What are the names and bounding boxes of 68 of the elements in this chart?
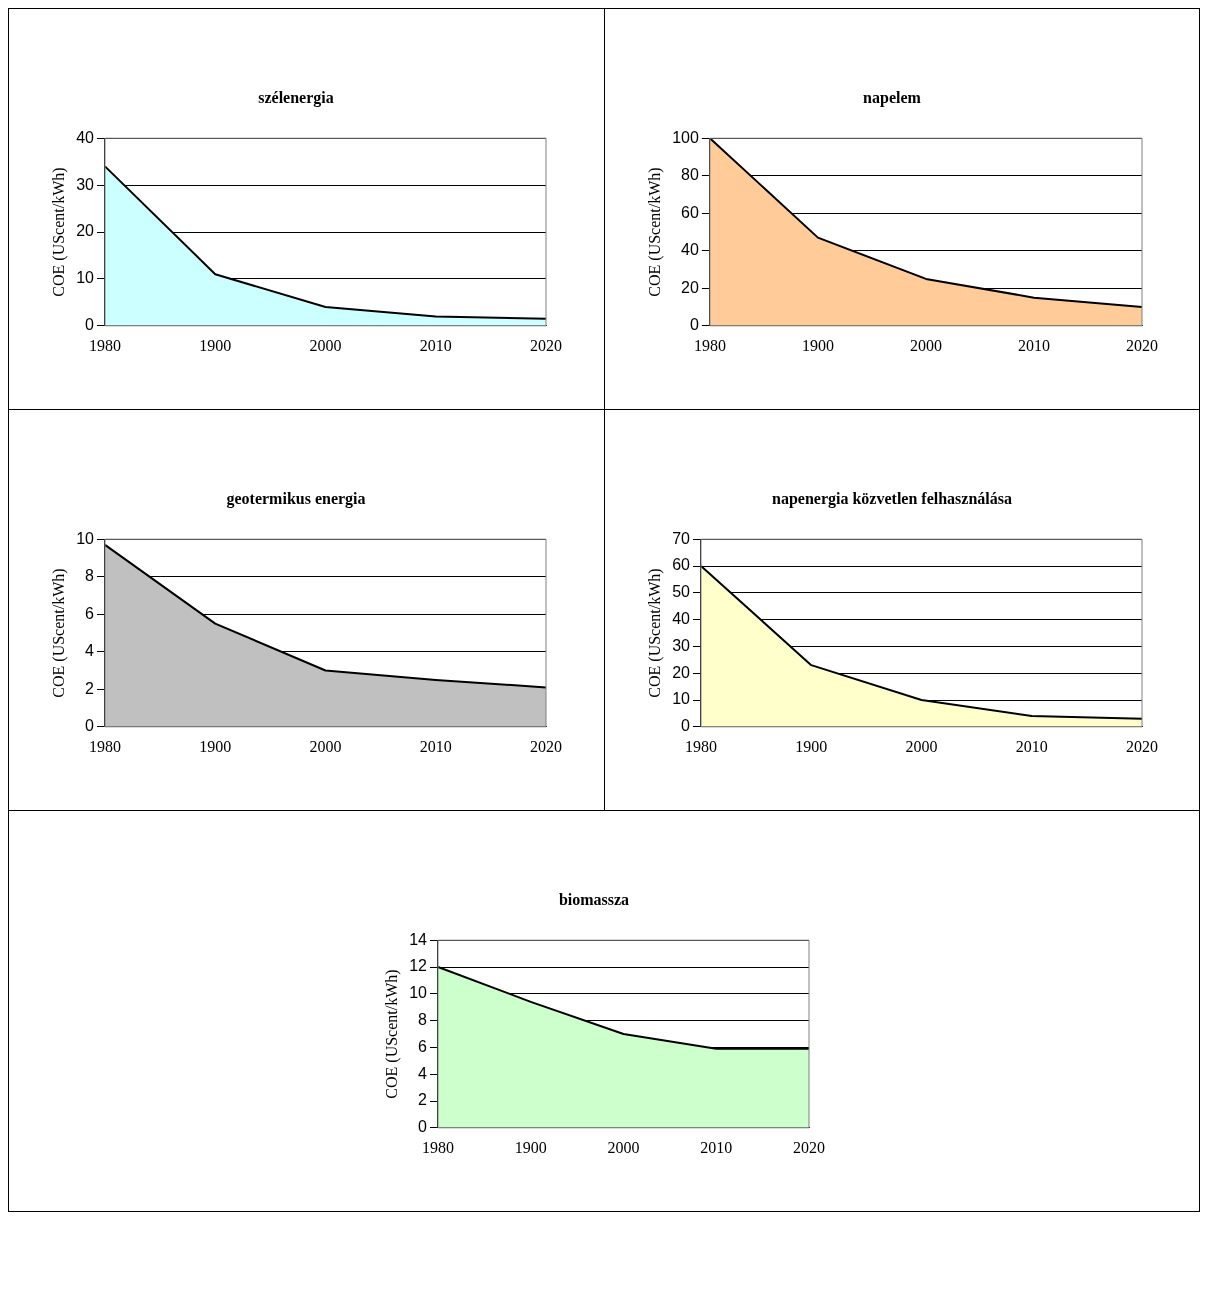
x-tick-label: 1980 — [89, 336, 122, 354]
x-tick-label: 2000 — [607, 1138, 640, 1156]
y-tick-label: 0 — [680, 717, 690, 735]
y-tick-label: 40 — [76, 128, 95, 146]
x-tick-label: 2020 — [1125, 336, 1158, 354]
x-tick-label: 1980 — [684, 737, 717, 755]
y-tick-label: 0 — [85, 717, 95, 735]
x-tick-label: 2010 — [1015, 737, 1048, 755]
y-tick-label: 10 — [76, 269, 95, 287]
y-tick-label: 12 — [409, 957, 428, 975]
y-tick-label: 30 — [671, 636, 690, 654]
chart-title: szélenergia — [258, 88, 335, 107]
y-tick-label: 20 — [671, 663, 690, 681]
x-tick-label: 1980 — [693, 336, 726, 354]
y-tick-label: 6 — [85, 604, 95, 622]
chart-title: napenergia közvetlen felhasználása — [771, 489, 1012, 508]
x-tick-label: 2020 — [1125, 737, 1158, 755]
y-tick-label: 8 — [418, 1011, 428, 1029]
y-axis-title: COE (UScent/kWh) — [645, 167, 664, 297]
y-tick-label: 10 — [671, 690, 690, 708]
y-tick-label: 50 — [671, 583, 690, 601]
x-tick-label: 2000 — [309, 336, 342, 354]
y-axis-title: COE (UScent/kWh) — [50, 568, 69, 698]
y-tick-label: 100 — [671, 128, 699, 146]
y-tick-label: 60 — [680, 203, 699, 221]
y-tick-label: 10 — [409, 984, 428, 1002]
x-tick-label: 2010 — [420, 336, 452, 354]
y-tick-label: 0 — [689, 316, 699, 334]
y-tick-label: 2 — [418, 1091, 428, 1109]
x-tick-label: 1980 — [422, 1138, 454, 1156]
y-axis-title: COE (UScent/kWh) — [645, 568, 664, 698]
y-axis-title: COE (UScent/kWh) — [50, 167, 69, 297]
x-tick-label: 2010 — [420, 737, 452, 755]
x-tick-label: 2010 — [700, 1138, 733, 1156]
chart-title: biomassza — [558, 890, 630, 908]
y-tick-label: 40 — [671, 610, 690, 628]
x-tick-label: 2000 — [905, 737, 938, 755]
y-tick-label: 6 — [418, 1037, 428, 1055]
y-tick-label: 8 — [85, 567, 95, 585]
y-tick-label: 0 — [418, 1118, 428, 1136]
x-tick-label: 1900 — [801, 336, 834, 354]
y-tick-label: 14 — [409, 930, 428, 948]
y-tick-label: 20 — [76, 222, 95, 240]
y-tick-label: 4 — [418, 1064, 428, 1082]
x-tick-label: 2020 — [530, 737, 563, 755]
y-tick-label: 2 — [85, 679, 95, 697]
y-tick-label: 80 — [680, 166, 699, 184]
x-tick-label: 1900 — [514, 1138, 547, 1156]
x-tick-label: 1900 — [795, 737, 827, 755]
y-tick-label: 70 — [671, 529, 690, 547]
chart-title: napelem — [862, 88, 922, 107]
x-tick-label: 2010 — [1017, 336, 1050, 354]
y-tick-label: 20 — [680, 278, 699, 296]
chart-title: geotermikus energia — [226, 489, 366, 508]
x-tick-label: 2000 — [909, 336, 942, 354]
x-tick-label: 2020 — [530, 336, 563, 354]
y-tick-label: 10 — [76, 529, 95, 547]
y-tick-label: 40 — [680, 241, 699, 259]
y-tick-label: 0 — [85, 316, 95, 334]
x-tick-label: 1900 — [199, 336, 232, 354]
x-tick-label: 1900 — [199, 737, 232, 755]
x-tick-label: 2000 — [309, 737, 342, 755]
x-tick-label: 1980 — [89, 737, 122, 755]
y-tick-label: 30 — [76, 175, 95, 193]
y-axis-title: COE (UScent/kWh) — [382, 969, 401, 1099]
y-tick-label: 60 — [671, 556, 690, 574]
x-tick-label: 2020 — [793, 1138, 825, 1156]
y-tick-label: 4 — [85, 642, 95, 660]
